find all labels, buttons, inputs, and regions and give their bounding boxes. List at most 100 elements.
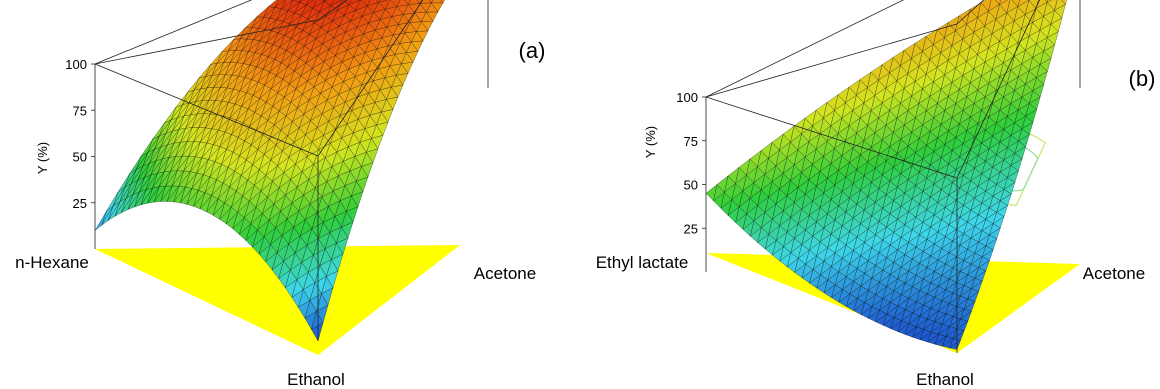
surface-facet [163,107,177,124]
box-edge [705,23,958,98]
surface-facet [117,173,130,193]
z-tick-label: 50 [684,178,698,193]
surface-facet [106,191,119,212]
surface-facet [407,0,421,5]
panel-b: 25 50 75 100 Y (%) Ethyl lactate Ethanol Ac… [596,0,1156,389]
surface-facet [815,101,828,119]
surface-facet [416,0,422,4]
panel-a: 25 50 75 100 Y (%) n-Hexane Ethanol Acetone… [15,0,545,389]
surface-facet [999,0,1008,5]
surface-facet [1061,0,1067,5]
z-axis-title: Y (%) [35,142,50,174]
surface-facet [995,0,1001,5]
surface-facet [376,0,380,3]
surface-facet [749,150,762,168]
z-axis-ticks: 25 50 75 100 [65,57,95,211]
z-tick-label: 75 [684,134,698,149]
z-tick-label: 75 [73,103,87,118]
surface-facet [187,77,200,93]
surface-facet [94,210,107,231]
z-tick-label: 50 [73,150,87,165]
surface-facet [727,166,740,184]
surface-facet [705,184,718,202]
surface-facet [390,0,401,7]
surface-facet [1011,0,1020,7]
response-surface [705,0,1067,350]
surface-facet [848,79,861,96]
surface-facet [404,0,411,6]
surface-facet [221,39,234,52]
z-tick-label: 25 [684,221,698,236]
surface-facet [431,0,444,4]
component-label-front: Ethanol [287,370,345,389]
surface-facet [198,64,211,79]
box-edge [956,0,1041,179]
component-label-left: Ethyl lactate [596,253,689,272]
surface-facet [837,86,850,104]
surface-facet [348,0,361,6]
surface-facet [793,117,806,135]
box-edge [317,0,348,21]
surface-facet [870,64,883,81]
surface-facet [129,155,142,174]
surface-facet [299,0,309,6]
box-edge [705,96,958,179]
box-edge [317,0,424,157]
surface-facet [760,141,773,159]
surface-facet [419,0,432,4]
surface-facet [771,133,784,151]
surface-facet [903,42,916,59]
surface-facet [936,22,949,38]
surface-facet [360,0,371,7]
surface-facet [256,6,269,18]
z-tick-label: 100 [676,90,698,105]
response-surface [94,0,445,342]
surface-facet [323,0,334,6]
surface-facet [914,35,927,52]
surface-facet [716,175,729,193]
box-edge [94,0,253,65]
panel-label: (b) [1129,66,1156,91]
surface-facet [958,8,971,25]
surface-facet [267,0,279,8]
surface-facet [429,0,434,4]
surface-facet [881,57,894,74]
surface-facet [210,51,223,65]
surface-facet [292,0,301,3]
surface-facet [925,29,938,45]
surface-facet [321,0,326,2]
surface-facet [892,49,905,66]
surface-facet [826,94,839,111]
box-edge [94,19,319,65]
surface-facet [980,0,992,12]
z-tick-label: 100 [65,57,87,72]
surface-facet [1046,0,1058,11]
surface-facet [141,138,153,157]
component-label-left: n-Hexane [15,253,89,272]
surface-facet [782,125,795,143]
surface-facet [969,2,982,18]
surface-facet [152,122,165,140]
surface-facet [804,109,817,127]
surface-facet [244,16,257,28]
panel-label: (a) [519,38,546,63]
surface-facet [738,158,751,176]
surface-facet [1044,0,1048,3]
surface-facet [1046,0,1052,3]
box-edge [94,63,319,157]
surface-facet [1028,0,1039,9]
box-edge [705,0,905,98]
surface-facet [859,71,872,88]
surface-facet [378,0,389,3]
box-edge [956,0,985,25]
surface-facet [440,0,445,4]
contour-base-plane [95,245,460,355]
component-label-front: Ethanol [916,370,974,389]
z-axis-title: Y (%) [643,126,658,158]
z-tick-label: 25 [73,196,87,211]
z-axis-ticks: 25 50 75 100 [676,90,706,236]
component-label-right: Acetone [1083,264,1145,283]
component-label-right: Acetone [474,264,536,283]
surface-facet [1017,0,1030,7]
